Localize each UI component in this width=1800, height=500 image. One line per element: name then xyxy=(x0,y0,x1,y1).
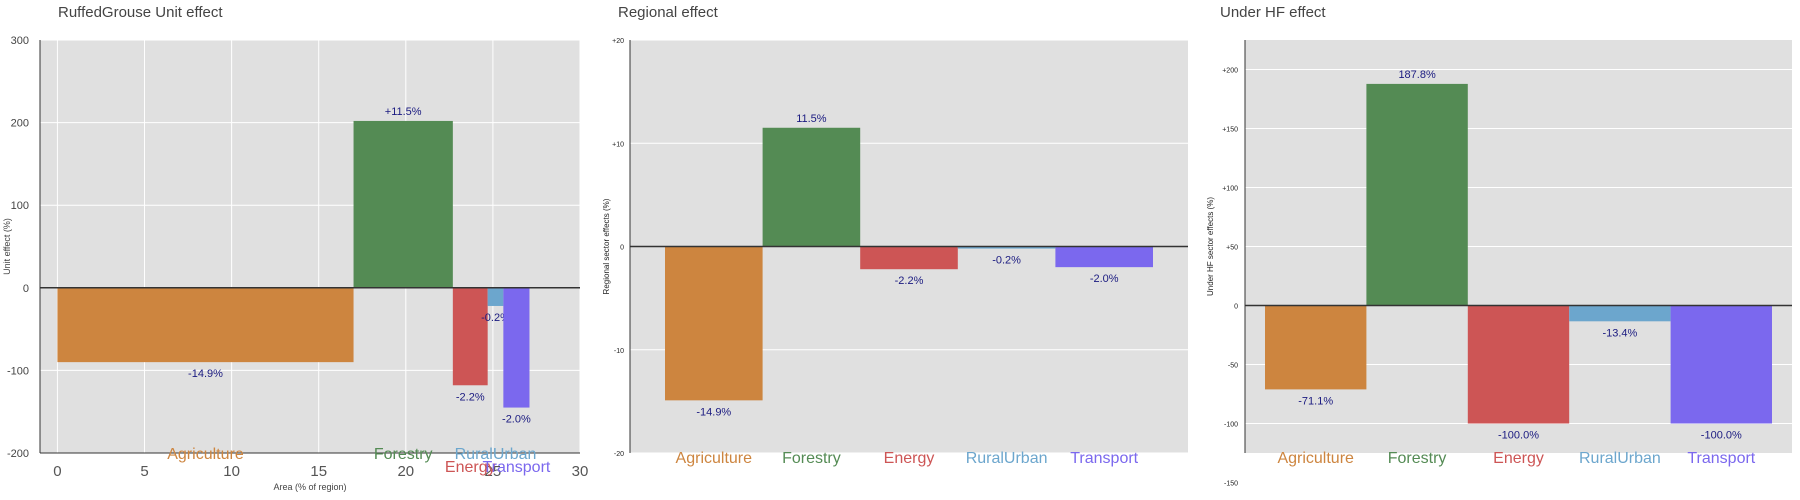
category-label: Energy xyxy=(445,459,496,476)
category-label: Energy xyxy=(884,450,935,467)
y-tick-label: -10 xyxy=(614,348,624,355)
x-axis-title: Area (% of region) xyxy=(273,482,346,492)
unit-effect-chart: -200 -100 0 100 200 300 0 5 10 15 20 25 30 -14.9% Agri… xyxy=(2,35,589,492)
bar xyxy=(1670,305,1772,424)
chart-title: Regional effect xyxy=(618,4,718,21)
data-label: -14.9% xyxy=(188,368,223,380)
chart-title: RuffedGrouse Unit effect xyxy=(58,4,223,21)
bar xyxy=(353,120,453,288)
x-tick-label: 15 xyxy=(310,463,327,480)
x-tick-label: 10 xyxy=(223,463,240,480)
data-label: -0.2% xyxy=(481,312,510,324)
y-tick-label: -150 xyxy=(1224,481,1238,488)
underhf-effect-chart: -150 -100 -50 0 +50 +100 +150 +200 -71.1% Agricul… xyxy=(1206,40,1792,488)
data-label: -2.2% xyxy=(456,391,485,403)
x-tick-label: 0 xyxy=(53,463,61,480)
data-label: -14.9% xyxy=(696,406,731,418)
chart-panel-unit-effect: RuffedGrouse Unit effect -200 -100 0 100 200… xyxy=(0,0,600,500)
y-tick-label: -100 xyxy=(1224,422,1238,429)
y-tick-label: -200 xyxy=(7,448,29,460)
bar xyxy=(503,287,530,408)
y-tick-label: 0 xyxy=(1234,304,1238,311)
category-label: Transport xyxy=(482,459,550,476)
x-tick-label: 30 xyxy=(572,463,589,480)
bar xyxy=(452,287,488,386)
chart-panel-regional-effect: Regional effect -20 -10 0 +10 +20 -14.9% Agric… xyxy=(600,0,1200,500)
chart-title: Under HF effect xyxy=(1220,4,1326,21)
bar xyxy=(860,246,958,270)
data-label: -100.0% xyxy=(1701,430,1742,442)
bar xyxy=(665,246,763,401)
y-tick-label: -100 xyxy=(7,365,29,377)
plot-background xyxy=(40,40,580,453)
bar xyxy=(57,287,354,363)
data-label: -2.0% xyxy=(1090,273,1119,285)
bar xyxy=(1265,305,1367,390)
bar xyxy=(1366,83,1468,306)
y-axis-title: Unit effect (%) xyxy=(2,218,12,275)
y-tick-label: +20 xyxy=(612,38,624,45)
chart-panel-underhf-effect: Under HF effect -150 -100 -50 0 +50 +100 +150 +… xyxy=(1200,0,1800,500)
category-label: Forestry xyxy=(782,450,841,467)
y-tick-label: 200 xyxy=(11,118,29,130)
category-label: Agriculture xyxy=(676,450,753,467)
category-label: RuralUrban xyxy=(966,450,1048,467)
y-axis-title: Under HF sector effects (%) xyxy=(1206,197,1215,296)
y-tick-label: 0 xyxy=(23,283,29,295)
data-label: -2.0% xyxy=(502,414,531,426)
category-label: Transport xyxy=(1687,450,1755,467)
bar xyxy=(957,246,1056,249)
y-tick-label: 0 xyxy=(620,245,624,252)
x-tick-label: 25 xyxy=(485,463,502,480)
y-tick-label: -20 xyxy=(614,451,624,458)
data-label: 11.5% xyxy=(796,113,827,125)
data-label: 187.8% xyxy=(1398,69,1436,81)
regional-effect-chart: -20 -10 0 +10 +20 -14.9% Agriculture 11.5% Fores… xyxy=(602,38,1188,467)
y-axis-title: Regional sector effects (%) xyxy=(602,198,611,294)
bar xyxy=(487,287,504,306)
bar xyxy=(1055,246,1153,268)
category-label: RuralUrban xyxy=(455,446,537,463)
data-label: -2.2% xyxy=(895,275,924,287)
category-label: Transport xyxy=(1070,450,1138,467)
category-label: Forestry xyxy=(374,446,433,463)
category-label: Agriculture xyxy=(167,446,244,463)
y-tick-label: +50 xyxy=(1226,245,1238,252)
y-tick-label: +200 xyxy=(1222,68,1238,75)
category-label: RuralUrban xyxy=(1579,450,1661,467)
y-tick-label: 100 xyxy=(11,200,29,212)
data-label: -13.4% xyxy=(1602,327,1637,339)
category-label: Energy xyxy=(1493,450,1544,467)
bar xyxy=(762,127,861,247)
y-tick-label: +150 xyxy=(1222,127,1238,134)
data-label: -71.1% xyxy=(1298,395,1333,407)
data-label: -100.0% xyxy=(1498,430,1539,442)
y-tick-label: +10 xyxy=(612,141,624,148)
y-tick-label: +100 xyxy=(1222,186,1238,193)
x-tick-label: 20 xyxy=(397,463,414,480)
category-label: Forestry xyxy=(1388,450,1447,467)
bar xyxy=(1569,305,1671,322)
x-tick-label: 5 xyxy=(140,463,148,480)
y-tick-label: 300 xyxy=(11,35,29,47)
data-label: -0.2% xyxy=(992,255,1021,267)
bar xyxy=(1467,305,1570,424)
y-tick-label: -50 xyxy=(1228,363,1238,370)
category-label: Agriculture xyxy=(1277,450,1354,467)
data-label: +11.5% xyxy=(385,106,422,118)
